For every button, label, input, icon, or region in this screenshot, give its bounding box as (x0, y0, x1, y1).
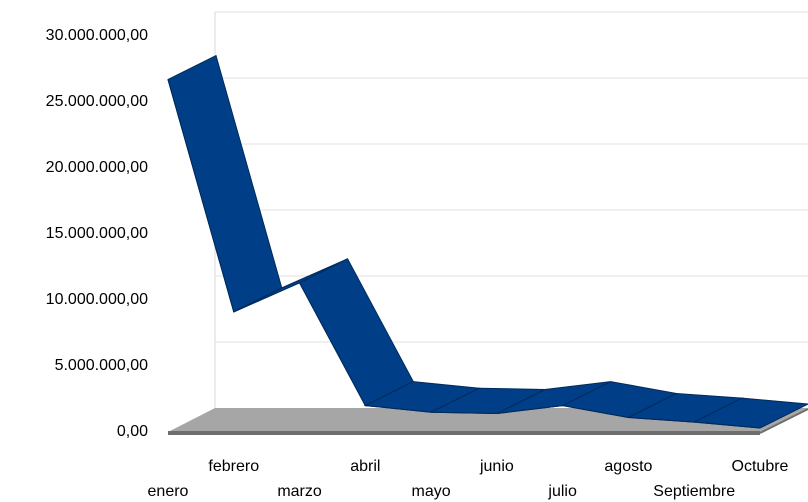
y-tick-label: 5.000.000,00 (55, 357, 149, 374)
floor-edge (759, 408, 808, 434)
ribbon-segment (298, 258, 415, 407)
y-tick-label: 10.000.000,00 (46, 291, 148, 308)
x-tick-label: julio (547, 483, 577, 500)
x-tick-label: Septiembre (653, 483, 735, 500)
y-tick-label: 30.000.000,00 (46, 27, 148, 44)
y-tick-label: 0,00 (117, 423, 148, 440)
x-tick-label: febrero (208, 458, 259, 475)
line-front-edge (167, 79, 761, 429)
x-tick-label: agosto (604, 458, 652, 475)
y-tick-label: 15.000.000,00 (46, 225, 148, 242)
x-tick-label: enero (148, 483, 189, 500)
x-tick-label: marzo (277, 483, 322, 500)
x-tick-label: Octubre (732, 458, 789, 475)
x-tick-label: junio (479, 458, 514, 475)
x-tick-label: mayo (412, 483, 451, 500)
ribbon-segment (167, 54, 283, 313)
y-tick-label: 25.000.000,00 (46, 93, 148, 110)
x-tick-label: abril (350, 458, 380, 475)
y-tick-label: 20.000.000,00 (46, 159, 148, 176)
